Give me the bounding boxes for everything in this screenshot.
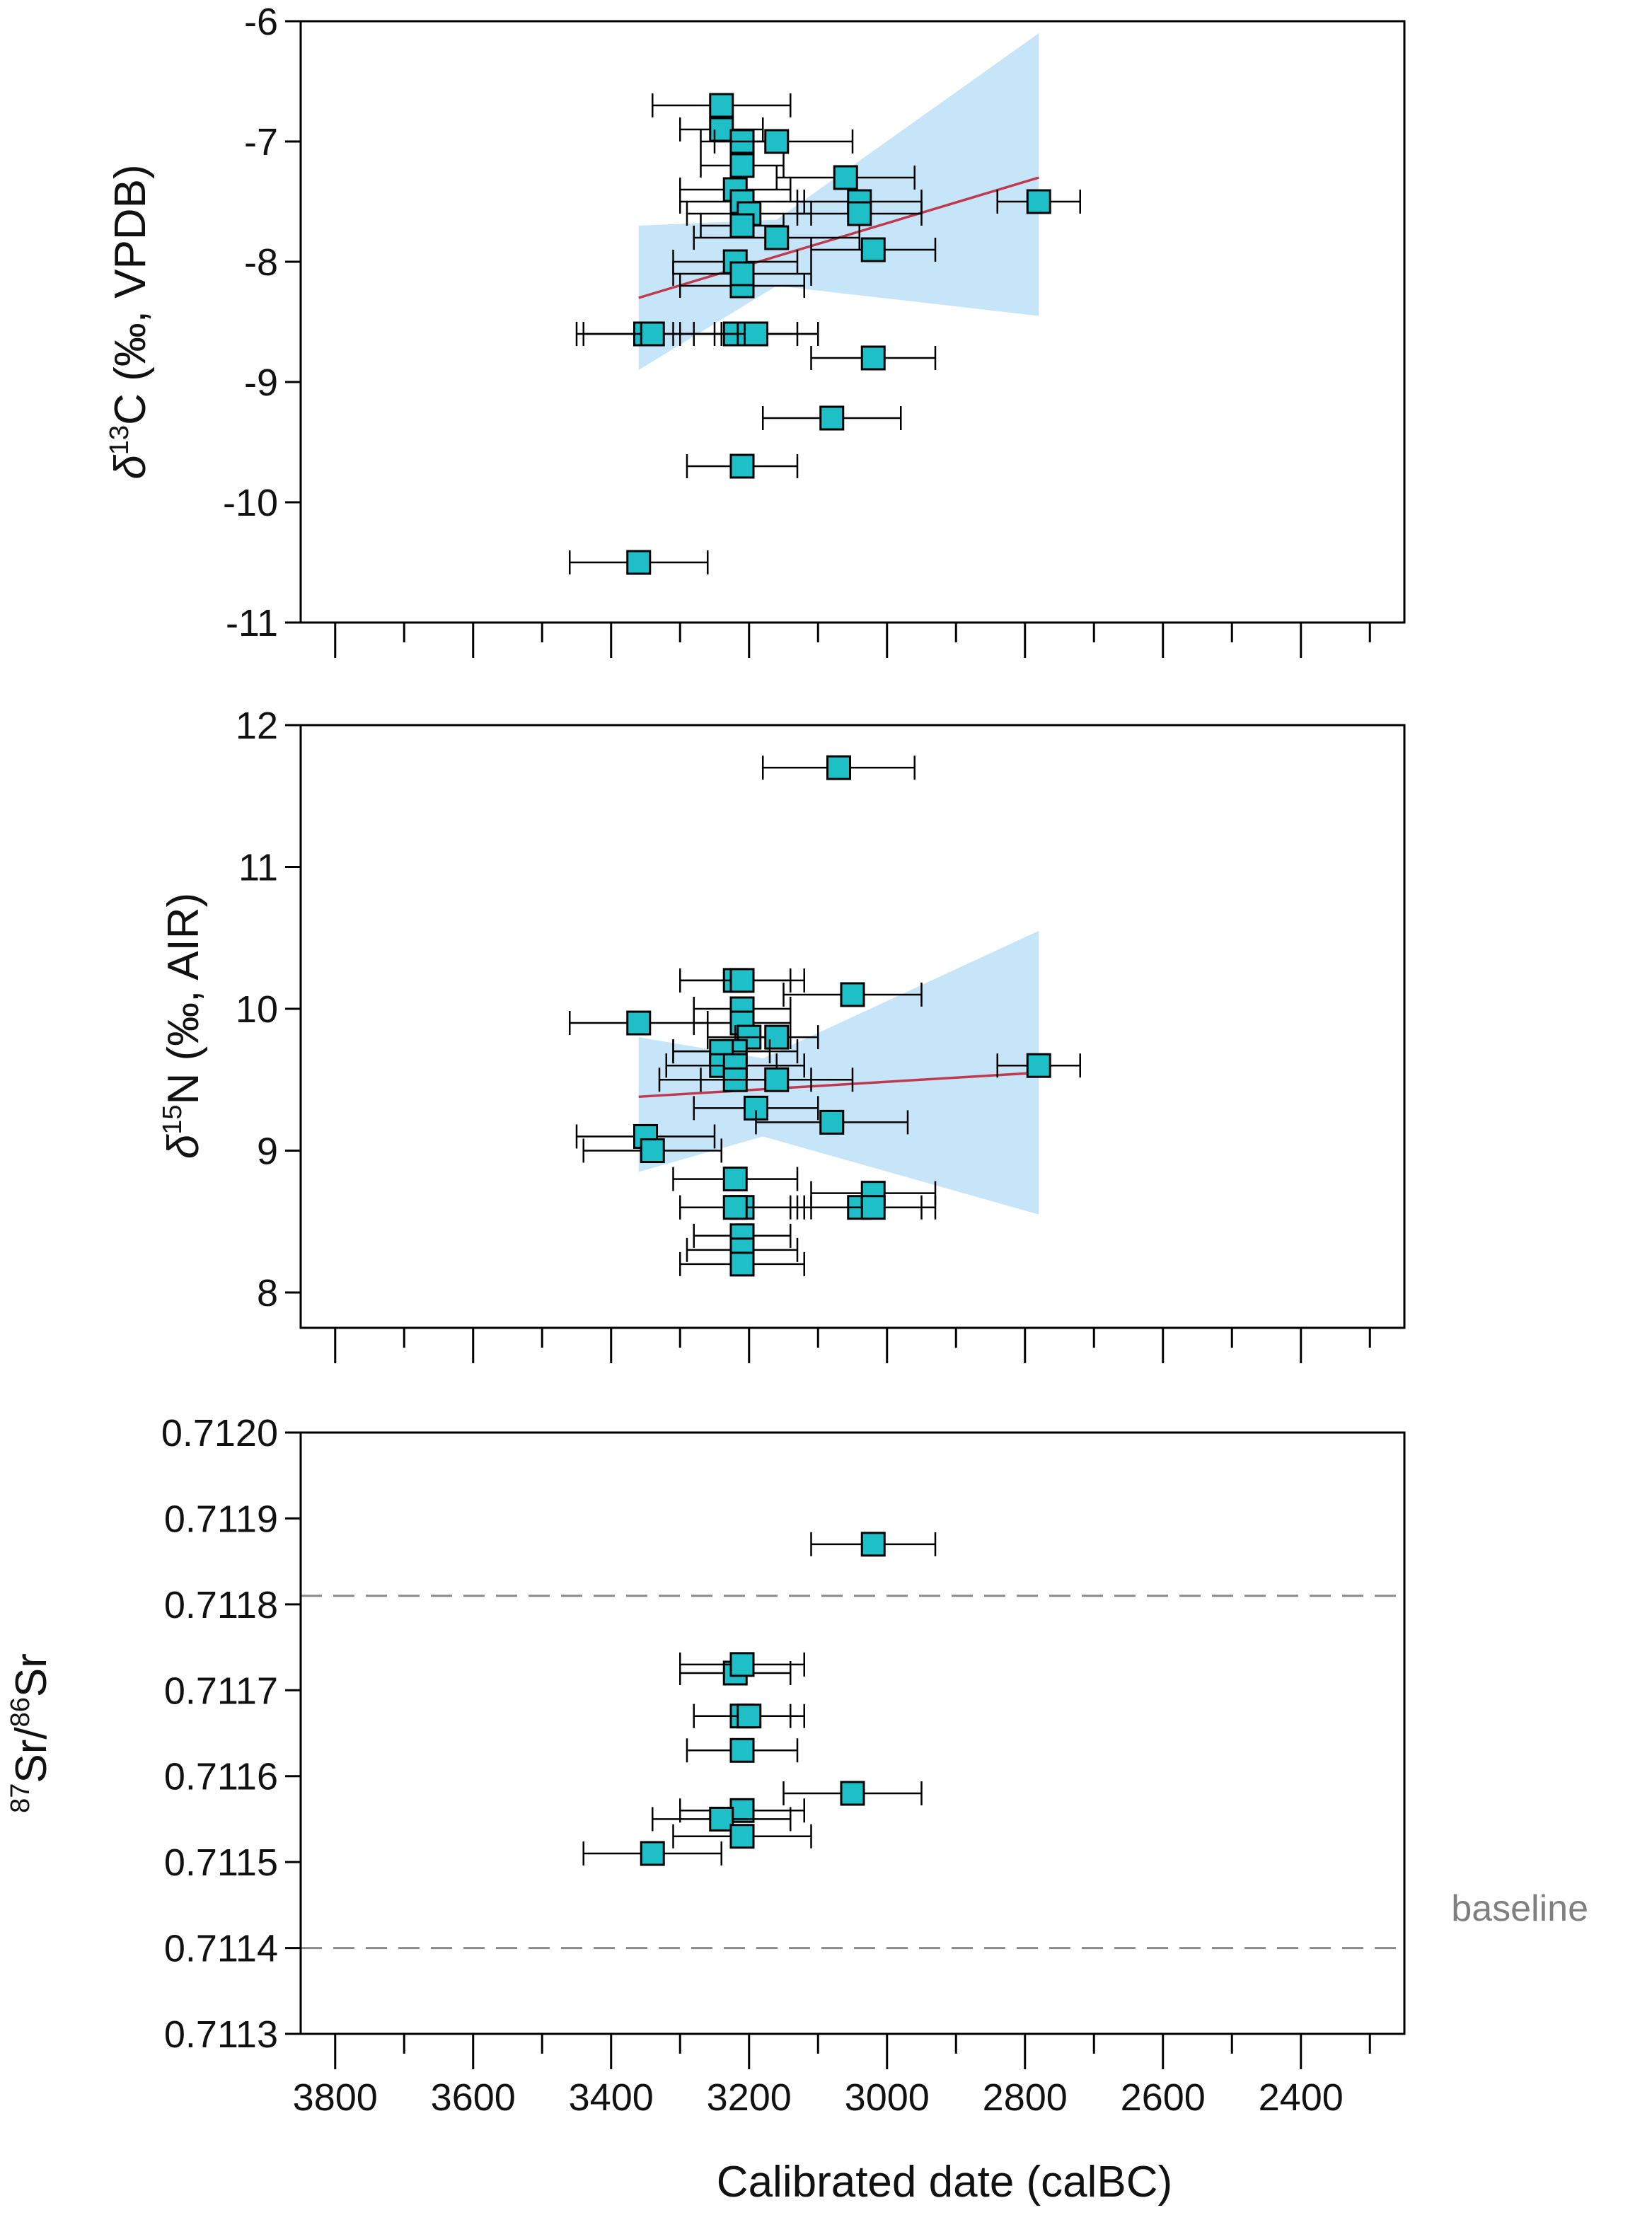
panel-d15n-ylabel: δ15N (‰, AIR) <box>158 893 208 1159</box>
sr-ytick-label-3: 0.7117 <box>164 1670 278 1712</box>
xtick-label-4: 3000 <box>845 2076 930 2119</box>
xtick-label-6: 2600 <box>1121 2076 1206 2119</box>
d13c-point-19 <box>640 321 665 347</box>
d13c-point-1 <box>709 117 734 142</box>
d15n-point-20 <box>722 1167 748 1192</box>
xtick-label-2: 3400 <box>569 2076 654 2119</box>
panel-sr-ylabel: 87Sr/86Sr <box>6 1653 56 1813</box>
d13c-ytick-label-1: -7 <box>244 121 278 163</box>
panel-d13c: -6 -7 -8 -9 -10 -11 δ13C (‰, VPDB) <box>105 1 1406 658</box>
panel-d15n-frame <box>299 724 1406 1329</box>
panel-d13c-frame <box>299 20 1406 624</box>
panel-sr-frame <box>299 1431 1406 2035</box>
sr-ytick-label-0: 0.7120 <box>161 1412 278 1454</box>
d13c-point-22 <box>744 321 768 347</box>
panel-d15n: 8 9 10 11 12 δ15N (‰, AIR) <box>158 705 1406 1363</box>
d13c-point-17 <box>1026 189 1051 214</box>
d15n-confidence-band <box>638 930 1039 1215</box>
d13c-point-12 <box>764 225 790 250</box>
d15n-point-8 <box>764 1024 790 1050</box>
d15n-point-3 <box>840 982 865 1007</box>
sr-ytick-label-6: 0.7114 <box>164 1928 278 1970</box>
d13c-point-24 <box>819 405 845 431</box>
d15n-point-25 <box>860 1195 886 1220</box>
xtick-label-5: 2800 <box>983 2076 1068 2119</box>
sr-point-4 <box>737 1703 762 1729</box>
d13c-point-23 <box>860 345 886 371</box>
xtick-label-1: 3600 <box>431 2076 516 2119</box>
d15n-ytick-label-3: 11 <box>238 847 278 889</box>
d13c-ytick-label-0: -6 <box>244 1 278 43</box>
panel-sr-baseline-label: baseline <box>1451 1888 1588 1929</box>
sr-ytick-label-5: 0.7115 <box>164 1841 278 1884</box>
x-axis-label: Calibrated date (calBC) <box>717 2158 1172 2206</box>
d15n-point-19 <box>640 1138 665 1163</box>
d13c-point-0 <box>709 93 734 118</box>
d13c-ytick-label-2: -8 <box>244 241 278 284</box>
d13c-point-3 <box>764 129 790 154</box>
sr-point-6 <box>840 1781 865 1806</box>
d13c-point-26 <box>626 550 652 575</box>
sr-point-2 <box>729 1652 755 1677</box>
d13c-point-16 <box>729 261 755 287</box>
sr-point-8 <box>709 1806 734 1832</box>
sr-ytick-label-7: 0.7113 <box>164 2013 278 2056</box>
d13c-ytick-label-3: -9 <box>244 361 278 404</box>
d13c-point-5 <box>729 153 755 178</box>
d13c-ytick-label-4: -10 <box>223 482 278 524</box>
sr-ytick-label-1: 0.7119 <box>164 1498 278 1540</box>
d15n-point-28 <box>729 1251 755 1277</box>
d15n-point-4 <box>626 1010 652 1036</box>
sr-ytick-label-4: 0.7116 <box>164 1756 278 1798</box>
d13c-ytick-label-5: -11 <box>226 602 278 644</box>
sr-point-0 <box>860 1532 886 1557</box>
sr-point-9 <box>729 1824 755 1849</box>
d15n-point-2 <box>729 968 755 993</box>
d15n-ytick-label-1: 9 <box>257 1130 278 1173</box>
d15n-point-0 <box>826 755 851 780</box>
sr-point-10 <box>640 1841 665 1866</box>
panel-sr: 0.7120 0.7119 0.7118 0.7117 0.7116 0.7115 0.71… <box>6 1412 1588 2206</box>
d13c-point-11 <box>729 213 755 238</box>
d15n-trend-line <box>638 1071 1039 1099</box>
d13c-point-4 <box>833 165 858 190</box>
d15n-point-22 <box>722 1195 748 1220</box>
d15n-point-14 <box>764 1067 790 1092</box>
d15n-point-17 <box>819 1109 845 1135</box>
sr-ytick-label-2: 0.7118 <box>164 1584 278 1626</box>
d13c-point-13 <box>860 237 886 262</box>
d15n-point-15 <box>1026 1053 1051 1078</box>
d13c-point-10 <box>847 201 872 226</box>
d15n-ytick-label-2: 10 <box>236 988 278 1031</box>
xtick-label-7: 2400 <box>1259 2076 1344 2119</box>
d15n-ytick-label-4: 12 <box>236 705 278 747</box>
panel-d13c-ylabel: δ13C (‰, VPDB) <box>105 164 155 479</box>
d15n-ytick-label-0: 8 <box>257 1272 278 1314</box>
xtick-label-0: 3800 <box>293 2076 378 2119</box>
d13c-point-25 <box>729 453 755 479</box>
sr-point-5 <box>729 1737 755 1763</box>
xtick-label-3: 3200 <box>707 2076 792 2119</box>
